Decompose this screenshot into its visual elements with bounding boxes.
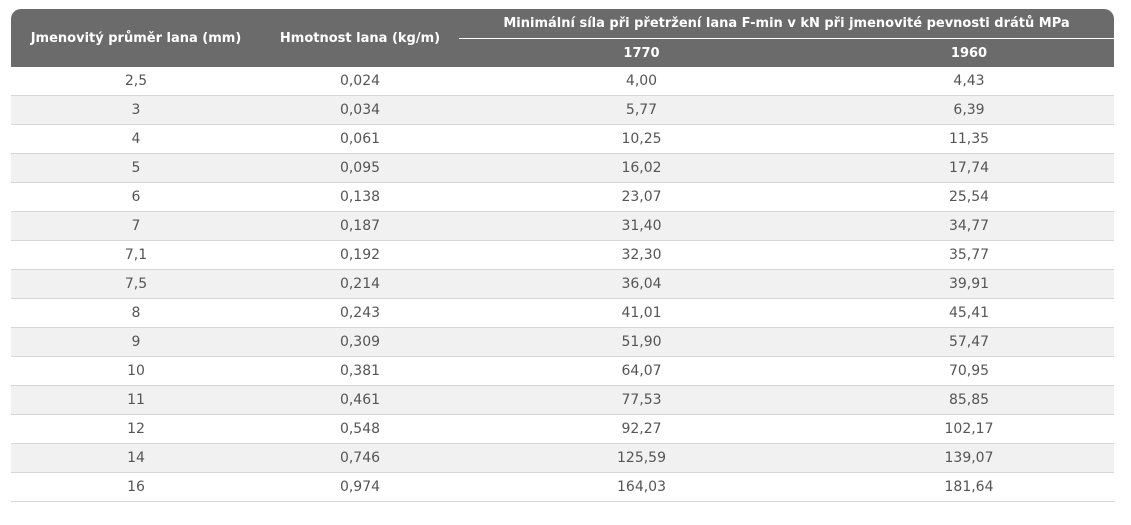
- rope-spec-table: Jmenovitý průměr lana (mm) Hmotnost lana…: [11, 9, 1114, 502]
- cell-force-1770: 92,27: [459, 414, 824, 444]
- cell-force-1960: 181,64: [824, 472, 1114, 502]
- table-row: 16 0,974 164,03 181,64: [11, 472, 1114, 502]
- cell-force-1960: 34,77: [824, 211, 1114, 241]
- cell-mass: 0,548: [261, 414, 459, 444]
- cell-mass: 0,192: [261, 240, 459, 270]
- cell-diameter: 12: [11, 414, 261, 444]
- cell-force-1960: 70,95: [824, 356, 1114, 386]
- cell-mass: 0,214: [261, 269, 459, 299]
- cell-diameter: 14: [11, 443, 261, 473]
- cell-force-1960: 35,77: [824, 240, 1114, 270]
- cell-force-1770: 31,40: [459, 211, 824, 241]
- cell-force-1770: 23,07: [459, 182, 824, 212]
- cell-mass: 0,461: [261, 385, 459, 415]
- header-mass: Hmotnost lana (kg/m): [261, 9, 459, 67]
- cell-force-1960: 45,41: [824, 298, 1114, 328]
- table-body: 2,5 0,024 4,00 4,43 3 0,034 5,77 6,39 4 0,061 10,2…: [11, 67, 1114, 502]
- table-row: 6 0,138 23,07 25,54: [11, 182, 1114, 212]
- cell-diameter: 9: [11, 327, 261, 357]
- cell-mass: 0,309: [261, 327, 459, 357]
- header-strength-1770: 1770: [459, 38, 824, 67]
- cell-force-1960: 25,54: [824, 182, 1114, 212]
- cell-diameter: 11: [11, 385, 261, 415]
- table-row: 9 0,309 51,90 57,47: [11, 327, 1114, 357]
- cell-force-1960: 102,17: [824, 414, 1114, 444]
- cell-mass: 0,061: [261, 124, 459, 154]
- cell-diameter: 7,5: [11, 269, 261, 299]
- table-row: 11 0,461 77,53 85,85: [11, 385, 1114, 415]
- cell-mass: 0,095: [261, 153, 459, 183]
- cell-mass: 0,187: [261, 211, 459, 241]
- cell-force-1960: 17,74: [824, 153, 1114, 183]
- table-row: 5 0,095 16,02 17,74: [11, 153, 1114, 183]
- cell-mass: 0,024: [261, 67, 459, 96]
- cell-force-1770: 32,30: [459, 240, 824, 270]
- table-row: 12 0,548 92,27 102,17: [11, 414, 1114, 444]
- cell-diameter: 4: [11, 124, 261, 154]
- cell-mass: 0,974: [261, 472, 459, 502]
- cell-force-1770: 125,59: [459, 443, 824, 473]
- cell-force-1960: 6,39: [824, 95, 1114, 125]
- header-diameter: Jmenovitý průměr lana (mm): [11, 9, 261, 67]
- table-row: 4 0,061 10,25 11,35: [11, 124, 1114, 154]
- table-row: 8 0,243 41,01 45,41: [11, 298, 1114, 328]
- cell-mass: 0,138: [261, 182, 459, 212]
- cell-force-1960: 85,85: [824, 385, 1114, 415]
- header-strength-1960: 1960: [824, 38, 1114, 67]
- cell-force-1960: 139,07: [824, 443, 1114, 473]
- cell-diameter: 10: [11, 356, 261, 386]
- cell-force-1770: 51,90: [459, 327, 824, 357]
- cell-force-1960: 57,47: [824, 327, 1114, 357]
- table-row: 7,5 0,214 36,04 39,91: [11, 269, 1114, 299]
- rope-spec-table-container: Jmenovitý průměr lana (mm) Hmotnost lana…: [11, 9, 1114, 502]
- cell-force-1960: 39,91: [824, 269, 1114, 299]
- cell-force-1960: 4,43: [824, 67, 1114, 96]
- cell-diameter: 3: [11, 95, 261, 125]
- table-row: 14 0,746 125,59 139,07: [11, 443, 1114, 473]
- cell-diameter: 5: [11, 153, 261, 183]
- cell-force-1770: 36,04: [459, 269, 824, 299]
- cell-force-1770: 10,25: [459, 124, 824, 154]
- cell-force-1770: 64,07: [459, 356, 824, 386]
- cell-diameter: 16: [11, 472, 261, 502]
- cell-diameter: 7: [11, 211, 261, 241]
- cell-mass: 0,746: [261, 443, 459, 473]
- cell-force-1770: 164,03: [459, 472, 824, 502]
- cell-force-1770: 41,01: [459, 298, 824, 328]
- cell-force-1770: 5,77: [459, 95, 824, 125]
- table-row: 3 0,034 5,77 6,39: [11, 95, 1114, 125]
- cell-force-1770: 4,00: [459, 67, 824, 96]
- cell-diameter: 7,1: [11, 240, 261, 270]
- cell-force-1770: 16,02: [459, 153, 824, 183]
- table-row: 7 0,187 31,40 34,77: [11, 211, 1114, 241]
- table-header: Jmenovitý průměr lana (mm) Hmotnost lana…: [11, 9, 1114, 67]
- cell-force-1960: 11,35: [824, 124, 1114, 154]
- cell-diameter: 6: [11, 182, 261, 212]
- cell-mass: 0,381: [261, 356, 459, 386]
- table-row: 7,1 0,192 32,30 35,77: [11, 240, 1114, 270]
- table-row: 10 0,381 64,07 70,95: [11, 356, 1114, 386]
- cell-diameter: 8: [11, 298, 261, 328]
- cell-mass: 0,034: [261, 95, 459, 125]
- cell-mass: 0,243: [261, 298, 459, 328]
- cell-diameter: 2,5: [11, 67, 261, 96]
- table-row: 2,5 0,024 4,00 4,43: [11, 67, 1114, 96]
- cell-force-1770: 77,53: [459, 385, 824, 415]
- header-breaking-force: Minimální síla při přetržení lana F-min …: [459, 9, 1114, 39]
